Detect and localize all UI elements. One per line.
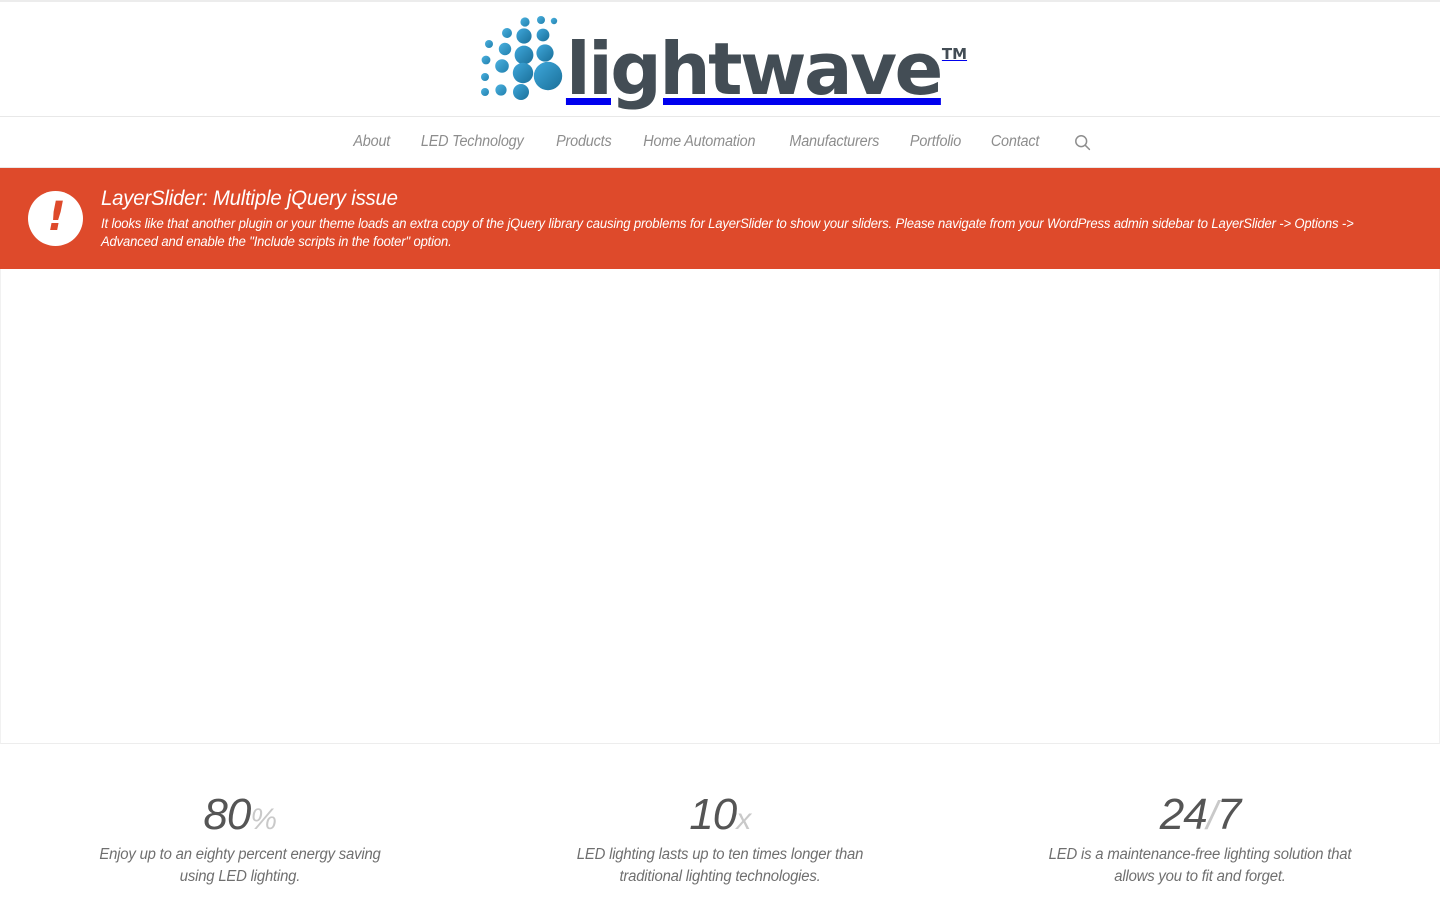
search-icon[interactable]: [1054, 134, 1101, 151]
stat-description: Enjoy up to an eighty percent energy sav…: [99, 846, 381, 886]
stat-tail: 7: [1216, 790, 1242, 840]
nav-list: About LED Technology Products Home Autom…: [339, 133, 1102, 151]
nav-item-portfolio[interactable]: Portfolio: [910, 133, 962, 150]
stat-number: 24/7: [980, 792, 1420, 838]
stat-mid: /: [1206, 794, 1218, 839]
dot-cluster-icon: [474, 11, 568, 107]
site-logo[interactable]: lightwave TM: [474, 11, 968, 111]
stat-item: 80% Enjoy up to an eighty percent energy…: [0, 792, 480, 888]
nav-item-led-technology[interactable]: LED Technology: [421, 133, 524, 150]
stat-number: 80%: [20, 792, 460, 838]
stat-item: 24/7 LED is a maintenance-free lighting …: [960, 792, 1440, 888]
alert-title: LayerSlider: Multiple jQuery issue: [101, 187, 398, 210]
nav-item-about[interactable]: About: [353, 133, 390, 150]
stats-section: 80% Enjoy up to an eighty percent energy…: [0, 744, 1440, 889]
nav-item-manufacturers[interactable]: Manufacturers: [789, 133, 879, 150]
nav-item-products[interactable]: Products: [555, 133, 612, 150]
alert-message: It looks like that another plugin or you…: [101, 216, 1354, 250]
stat-value: 80: [203, 790, 251, 840]
nav-item-contact[interactable]: Contact: [991, 133, 1040, 150]
nav-item-home-automation[interactable]: Home Automation: [643, 133, 756, 150]
logo-wordmark: lightwave: [565, 26, 943, 111]
stat-number: 10x: [500, 792, 940, 838]
exclamation-glyph: !: [47, 193, 66, 240]
main-navigation: About LED Technology Products Home Autom…: [0, 116, 1440, 168]
stat-item: 10x LED lighting lasts up to ten times l…: [480, 792, 960, 888]
stat-value: 10: [689, 790, 737, 840]
stat-value: 24: [1159, 790, 1208, 840]
stat-suffix: %: [250, 803, 277, 837]
alert-body: LayerSlider: Multiple jQuery issue It lo…: [101, 185, 1422, 251]
stat-description: LED lighting lasts up to ten times longe…: [576, 846, 864, 886]
site-header: lightwave TM: [0, 2, 1440, 116]
exclamation-circle-icon: !: [28, 191, 83, 246]
stat-description: LED is a maintenance-free lighting solut…: [1048, 846, 1352, 886]
alert-banner: ! LayerSlider: Multiple jQuery issue It …: [0, 168, 1440, 270]
trademark-symbol: TM: [941, 45, 968, 63]
stat-suffix: x: [736, 803, 751, 837]
slider-region[interactable]: [0, 269, 1440, 745]
